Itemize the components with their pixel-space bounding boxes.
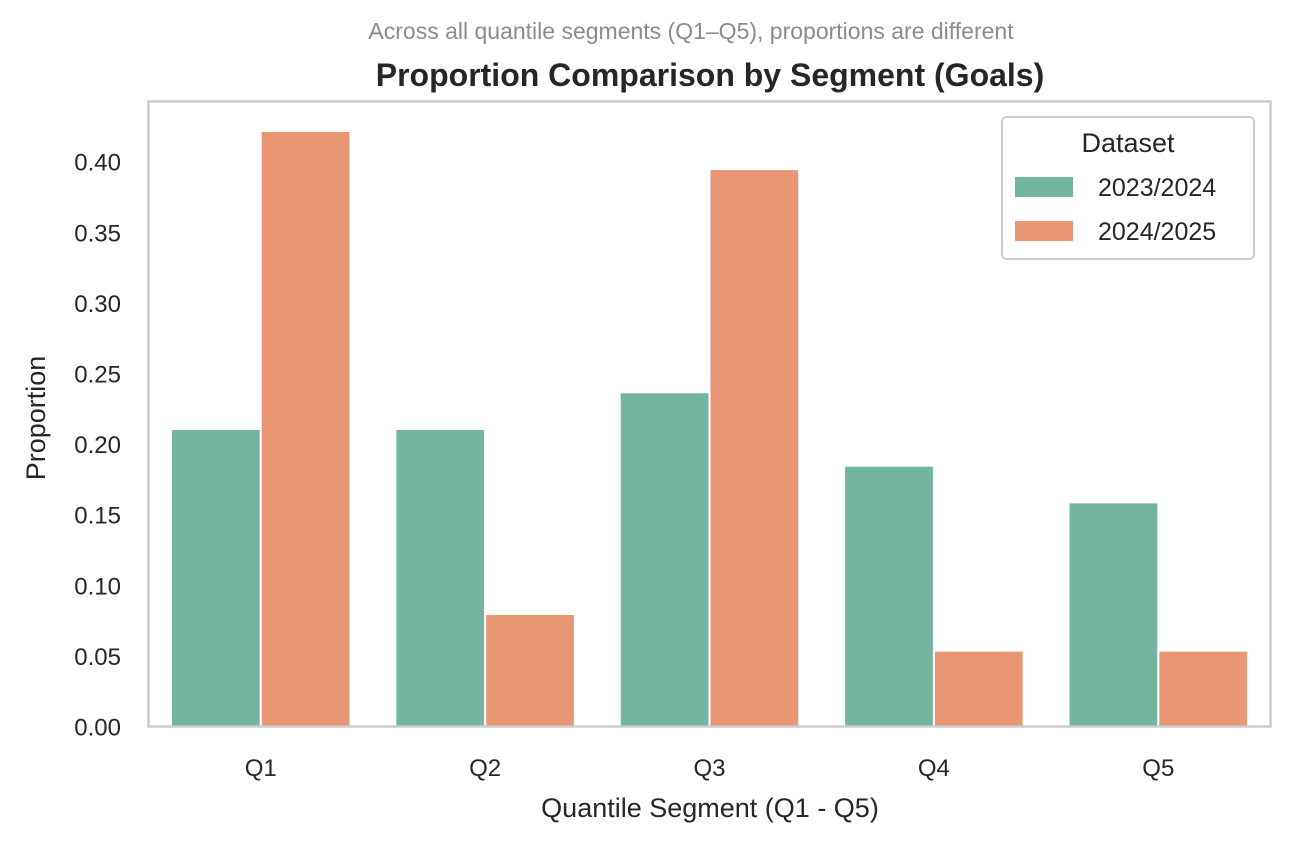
x-tick-label-q2: Q2 (469, 755, 501, 782)
bar-q1-2024-2025 (261, 132, 350, 727)
bar-q3-2024-2025 (710, 170, 799, 727)
legend: Dataset 2023/2024 2024/2025 (1001, 116, 1255, 260)
y-tick-label: 0.00 (74, 715, 121, 742)
x-tick-label-q3: Q3 (693, 755, 725, 782)
bar-q3-2023-2024 (620, 393, 709, 727)
legend-swatch-2023-2024 (1015, 177, 1073, 197)
y-tick-label: 0.20 (74, 432, 121, 459)
bar-q5-2024-2025 (1159, 651, 1248, 727)
y-tick-label: 0.35 (74, 220, 121, 247)
chart-title: Proportion Comparison by Segment (Goals) (376, 57, 1045, 93)
legend-title: Dataset (1081, 128, 1175, 158)
x-axis-ticks: Q1 Q2 Q3 Q4 Q5 (245, 755, 1175, 782)
plot-frame (147, 100, 1272, 728)
chart-subtitle: Across all quantile segments (Q1–Q5), pr… (368, 18, 1014, 44)
bar-q2-2023-2024 (396, 429, 485, 727)
bar-q1-2023-2024 (171, 429, 260, 727)
bar-q5-2023-2024 (1069, 503, 1158, 727)
legend-label-2023-2024: 2023/2024 (1098, 174, 1216, 202)
y-axis-ticks: 0.00 0.05 0.10 0.15 0.20 0.25 0.30 0.35 0.40 (74, 150, 121, 742)
legend-label-2024-2025: 2024/2025 (1098, 218, 1216, 246)
bar-q4-2024-2025 (934, 651, 1023, 727)
y-tick-label: 0.40 (74, 150, 121, 177)
y-tick-label: 0.05 (74, 644, 121, 671)
y-tick-label: 0.10 (74, 573, 121, 600)
y-tick-label: 0.25 (74, 361, 121, 388)
bars-layer (171, 132, 1248, 727)
bar-q2-2024-2025 (486, 614, 574, 727)
x-axis-label: Quantile Segment (Q1 - Q5) (541, 793, 879, 823)
legend-swatch-2024-2025 (1015, 221, 1073, 241)
bar-q4-2023-2024 (845, 466, 933, 727)
y-axis-label: Proportion (21, 356, 51, 481)
x-tick-label-q4: Q4 (918, 755, 950, 782)
x-tick-label-q1: Q1 (245, 755, 277, 782)
y-tick-label: 0.15 (74, 503, 121, 530)
x-tick-label-q5: Q5 (1142, 755, 1174, 782)
y-tick-label: 0.30 (74, 291, 121, 318)
